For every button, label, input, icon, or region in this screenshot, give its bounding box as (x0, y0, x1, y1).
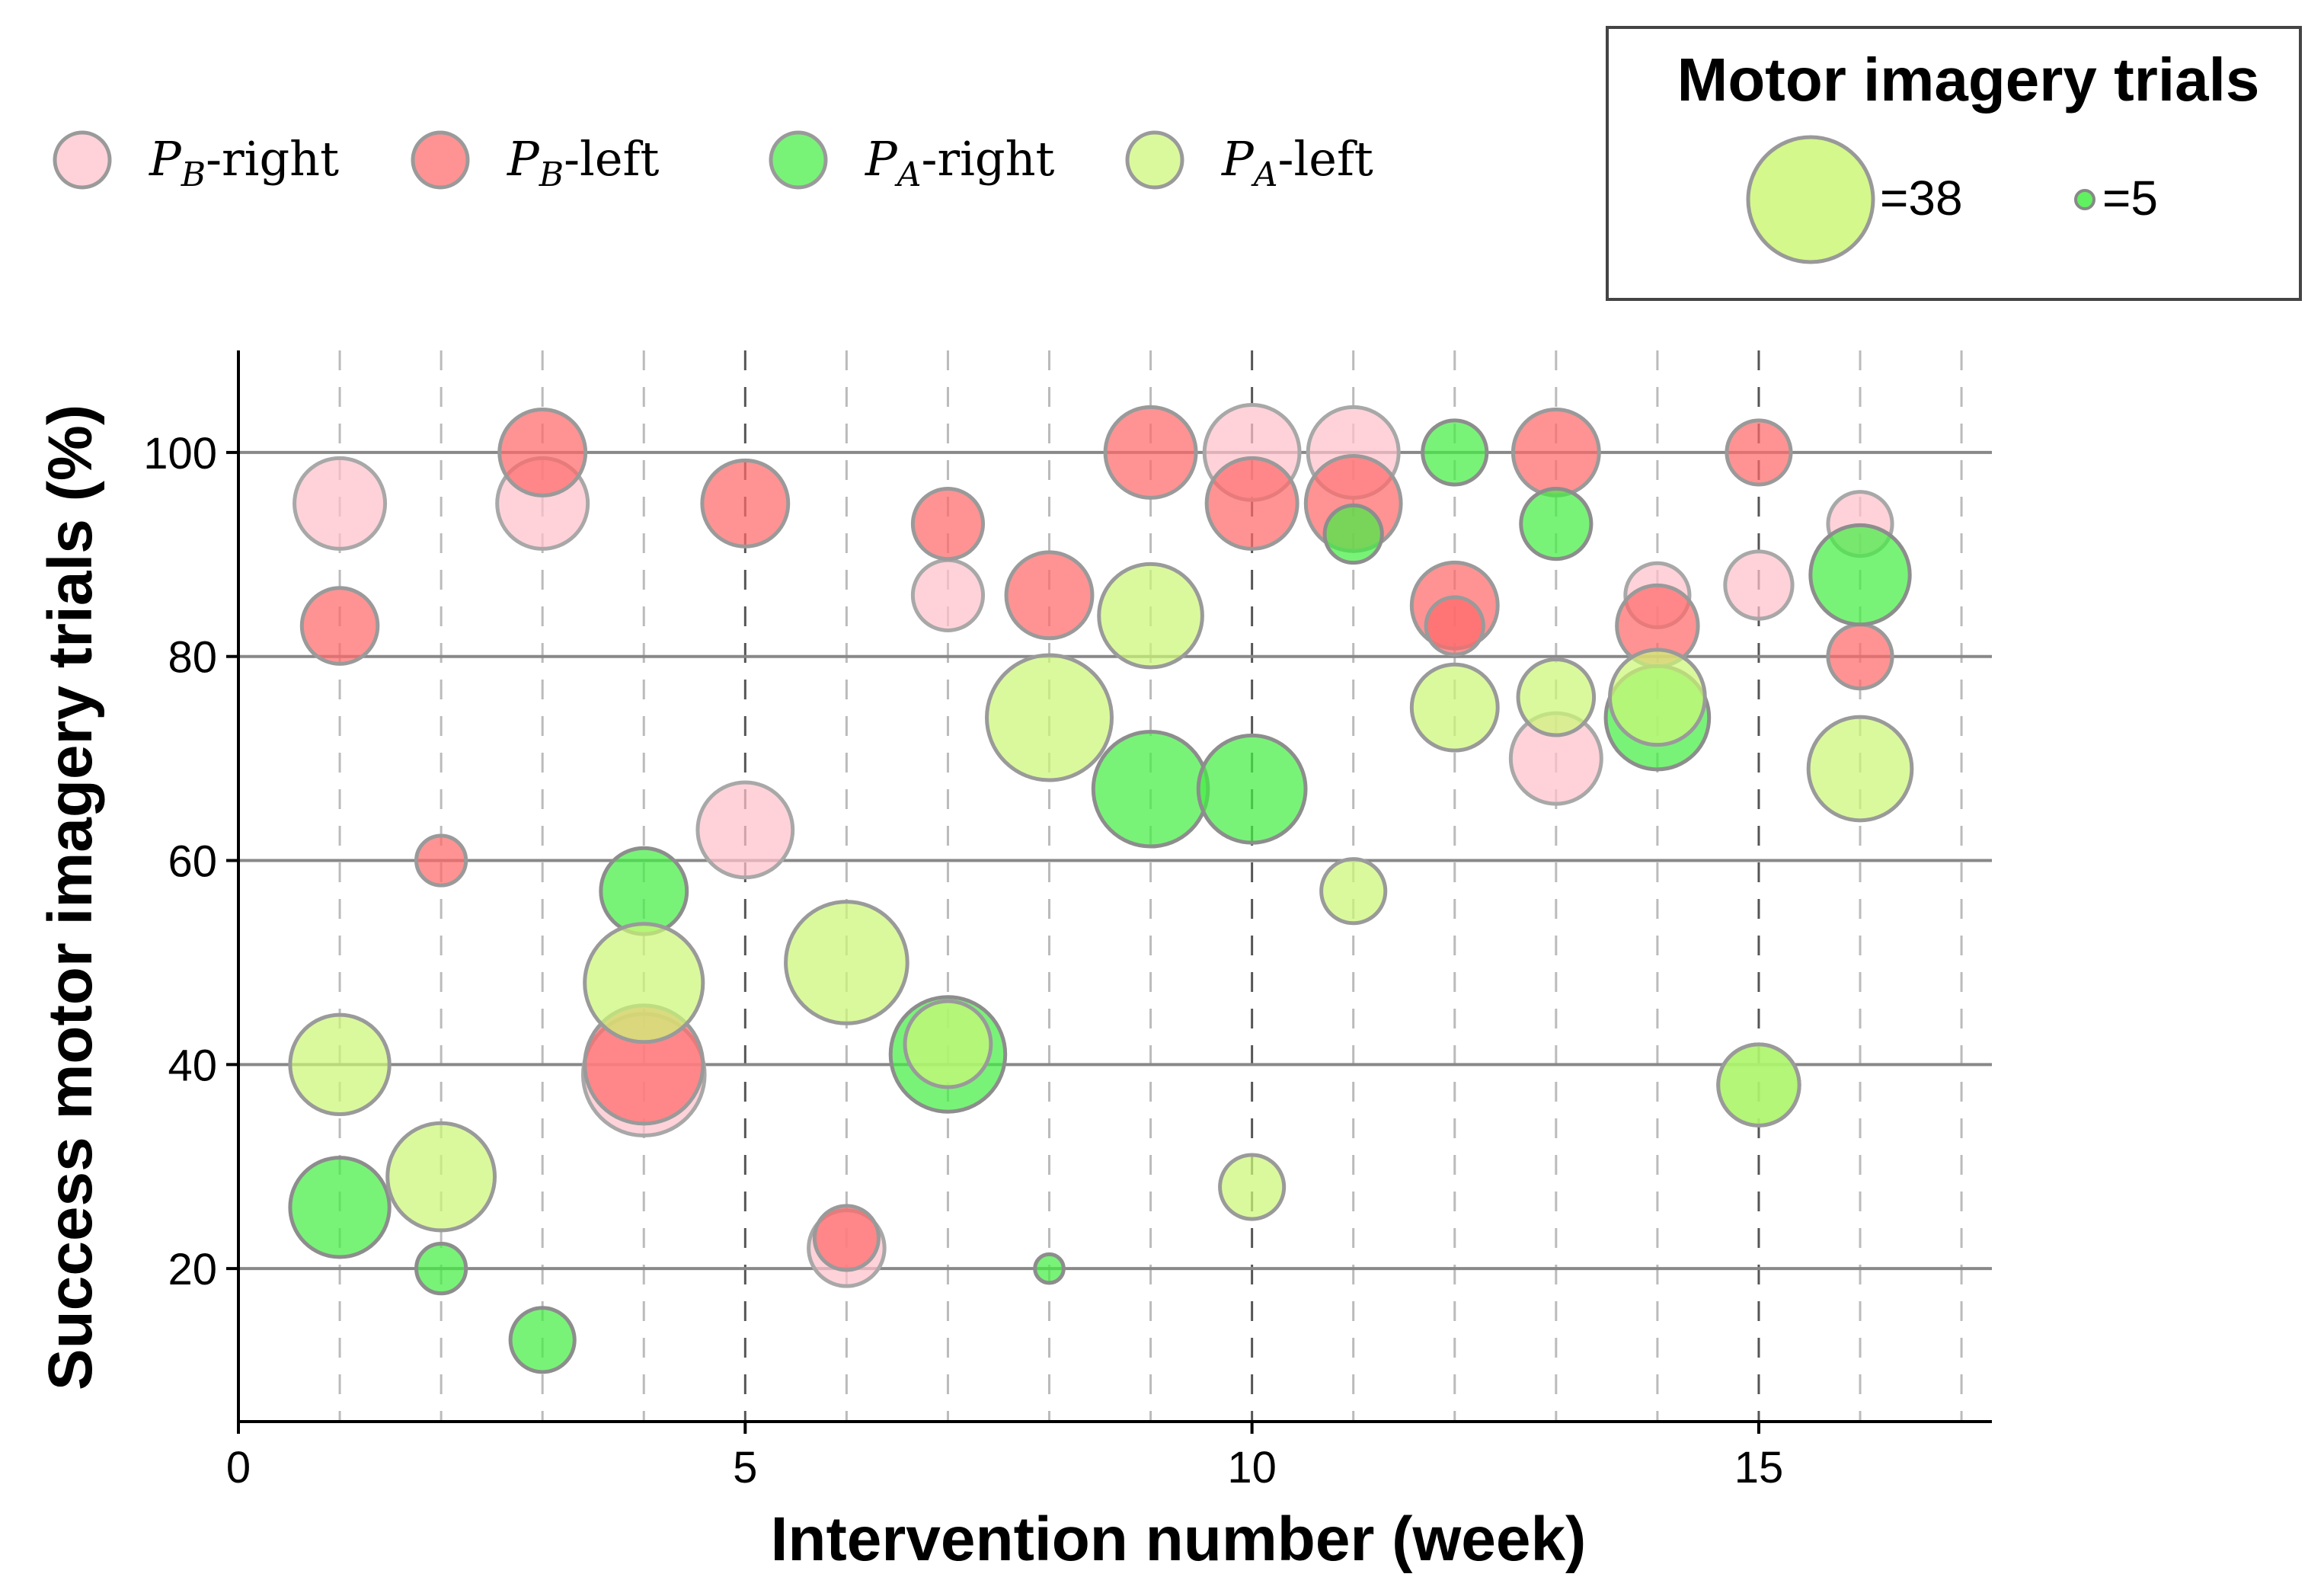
bubble-pa-left-10 (1516, 657, 1597, 737)
legend-label-pb-right: PB-right (149, 131, 339, 194)
x-tick-label-5: 5 (733, 1443, 757, 1492)
bubble-pa-right-5 (1033, 1252, 1066, 1285)
bubble-pa-right-6 (1091, 730, 1210, 849)
y-tick-label-40: 40 (168, 1041, 217, 1090)
bubble-pa-right-0 (288, 1156, 392, 1259)
bubble-pb-right-10 (1723, 549, 1795, 621)
legend-marker-pb-left (411, 130, 470, 190)
bubble-pb-left-15 (1725, 418, 1793, 487)
bubble-pa-left-8 (1319, 857, 1388, 926)
size-legend-small-label: =5 (2102, 171, 2158, 226)
bubble-pb-left-8 (1103, 405, 1198, 500)
bubble-pa-right-2 (508, 1306, 577, 1374)
bubble-pa-right-7 (1196, 733, 1308, 845)
bubble-pa-left-3 (784, 900, 909, 1025)
bubble-pa-right-1 (414, 1242, 468, 1296)
legend-marker-pa-right (769, 130, 828, 190)
x-tick-label-0: 0 (226, 1443, 251, 1492)
bubble-pb-left-12 (1424, 595, 1485, 657)
bubble-pa-left-11 (1607, 648, 1707, 747)
size-legend-frame (1606, 26, 2302, 301)
y-tick-label-20: 20 (168, 1245, 217, 1294)
bubble-pb-left-7 (1004, 550, 1095, 641)
legend-label-pb-left: PB-left (507, 131, 659, 194)
x-axis-title: Intervention number (week) (771, 1505, 1587, 1574)
bubble-pa-left-1 (385, 1121, 497, 1233)
legend-marker-pa-left (1125, 130, 1184, 190)
bubble-pa-right-3 (599, 846, 689, 936)
bubble-pb-left-4 (700, 458, 791, 549)
bubble-pa-left-9 (1409, 662, 1500, 753)
bubble-pa-right-13 (1808, 523, 1912, 627)
y-tick-label-80: 80 (168, 633, 217, 683)
bubble-pa-left-2 (583, 922, 705, 1044)
size-legend-large-bubble (1746, 135, 1875, 264)
y-axis-title: Success motor imagery trials (%) (36, 405, 105, 1390)
bubble-pb-left-1 (414, 833, 468, 888)
bubble-pa-right-8 (1322, 503, 1384, 565)
size-legend-large-label: =38 (1880, 171, 1963, 226)
bubble-pa-left-0 (288, 1012, 392, 1117)
bubble-pb-left-9 (1204, 456, 1299, 551)
x-tick-label-10: 10 (1227, 1443, 1277, 1492)
bubble-pb-left-16 (1826, 622, 1894, 691)
size-legend-title: Motor imagery trials (1677, 46, 2260, 114)
bubble-pa-right-9 (1421, 418, 1489, 487)
bubble-pa-left-4 (903, 999, 993, 1089)
bubble-pb-left-2 (497, 407, 588, 497)
bubble-pb-left-5 (812, 1204, 881, 1272)
bubble-pb-right-3 (695, 780, 795, 880)
bubble-marks (288, 403, 1914, 1374)
bubble-pb-left-6 (910, 487, 986, 561)
bubble-pa-left-12 (1716, 1042, 1801, 1128)
x-tick-label-15: 15 (1734, 1443, 1784, 1492)
bubble-pa-left-6 (1097, 561, 1204, 670)
legend-marker-pb-right (53, 130, 112, 190)
size-legend-small-bubble (2074, 189, 2095, 210)
bubble-pa-right-10 (1519, 487, 1594, 561)
series-legend: PB-right PB-left PA-right PA-left (53, 130, 1373, 194)
bubble-pb-right-5 (910, 558, 986, 632)
bubble-pb-right-0 (292, 456, 388, 551)
bubble-pb-left-0 (299, 586, 380, 666)
size-legend: Motor imagery trials =38 =5 (1606, 26, 2302, 301)
bubble-pa-left-5 (985, 653, 1114, 782)
bubble-pb-left-13 (1510, 407, 1601, 497)
legend-label-pa-left: PA-left (1221, 131, 1373, 194)
bubble-pa-left-13 (1806, 715, 1914, 823)
legend-label-pa-right: PA-right (865, 131, 1055, 194)
y-tick-label-100: 100 (143, 429, 217, 478)
y-tick-label-60: 60 (168, 837, 217, 887)
bubble-pa-left-7 (1218, 1153, 1287, 1221)
axes: 0 5 10 15 20 40 60 80 100 (143, 350, 1992, 1492)
